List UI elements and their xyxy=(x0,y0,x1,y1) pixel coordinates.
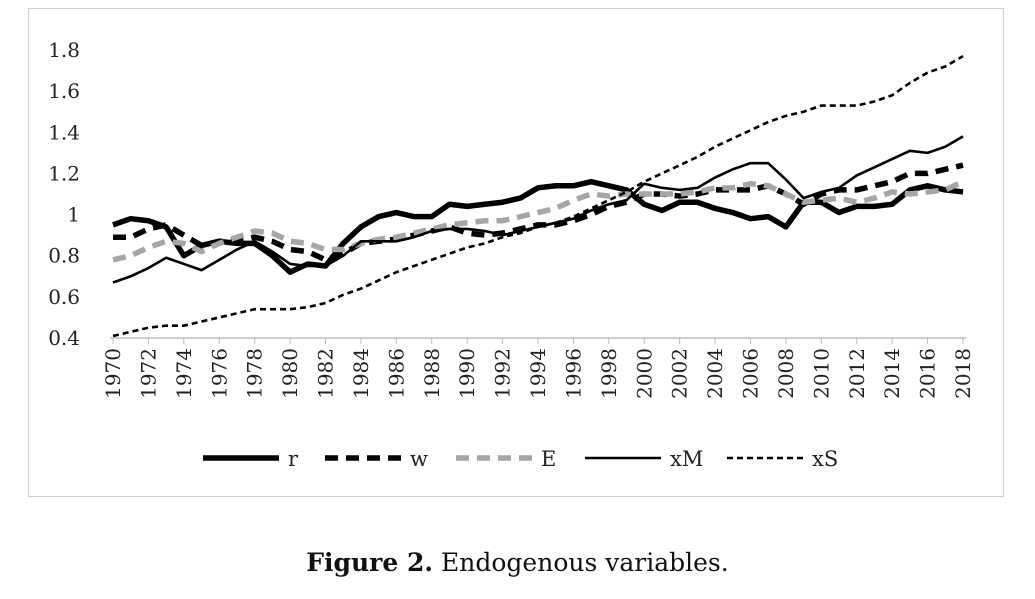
y-tick-label: 1.6 xyxy=(48,79,80,103)
x-tick-label: 1986 xyxy=(384,348,408,399)
x-tick-label: 1980 xyxy=(278,348,302,399)
x-tick-label: 1970 xyxy=(101,348,125,399)
x-tick-label: 2006 xyxy=(739,348,763,399)
legend-label-E: E xyxy=(541,447,556,471)
y-tick-label: 1.4 xyxy=(48,120,80,144)
legend-label-w: w xyxy=(410,447,428,471)
x-tick-label: 1992 xyxy=(491,348,515,399)
y-tick-label: 1.8 xyxy=(48,38,80,62)
series-line-r xyxy=(112,178,964,275)
x-tick-label: 1972 xyxy=(136,348,160,399)
x-tick-label: 2010 xyxy=(809,348,833,399)
legend-label-xM: xM xyxy=(670,447,703,471)
series-line-E xyxy=(112,179,965,263)
x-tick-label: 2014 xyxy=(880,348,904,399)
line-chart: 0.4 0.6 0.8 1 1.2 1.4 1.6 1.8 1970 1972 1974 1976 19… xyxy=(48,38,975,471)
y-tick-label: 1 xyxy=(67,203,80,227)
x-tick-label: 2000 xyxy=(632,348,656,399)
x-tick-label: 1988 xyxy=(420,348,444,399)
figure-label: Figure 2. xyxy=(306,548,434,577)
x-tick-label: 1974 xyxy=(172,348,196,399)
x-tick-label: 1994 xyxy=(526,348,550,399)
x-tick-label: 1978 xyxy=(243,348,267,399)
series-line-xS xyxy=(112,55,964,338)
series-line-w xyxy=(113,162,964,263)
legend-label-xS: xS xyxy=(812,447,838,471)
x-tick-label: 1984 xyxy=(349,348,373,399)
x-tick-label: 1990 xyxy=(455,348,479,399)
x-tick-label: 1976 xyxy=(207,348,231,399)
x-tick-label: 1998 xyxy=(597,348,621,399)
x-tick-label: 2008 xyxy=(774,348,798,399)
figure-caption-text: Endogenous variables. xyxy=(433,548,729,577)
x-tick-label: 1996 xyxy=(561,348,585,399)
y-tick-label: 0.6 xyxy=(48,285,80,309)
y-tick-label: 1.2 xyxy=(48,161,80,185)
x-tick-label: 2002 xyxy=(668,348,692,399)
chart-frame xyxy=(28,8,1004,497)
x-tick-label: 2004 xyxy=(703,348,727,399)
y-tick-label: 0.8 xyxy=(48,244,80,268)
x-tick-label: 2018 xyxy=(951,348,975,399)
x-tick-label: 2016 xyxy=(916,348,940,399)
figure-caption: Figure 2. Endogenous variables. xyxy=(0,548,1035,577)
x-tick-label: 1982 xyxy=(314,348,338,399)
legend-label-r: r xyxy=(288,447,299,471)
x-tick-label: 2012 xyxy=(845,348,869,399)
y-tick-label: 0.4 xyxy=(48,326,80,350)
